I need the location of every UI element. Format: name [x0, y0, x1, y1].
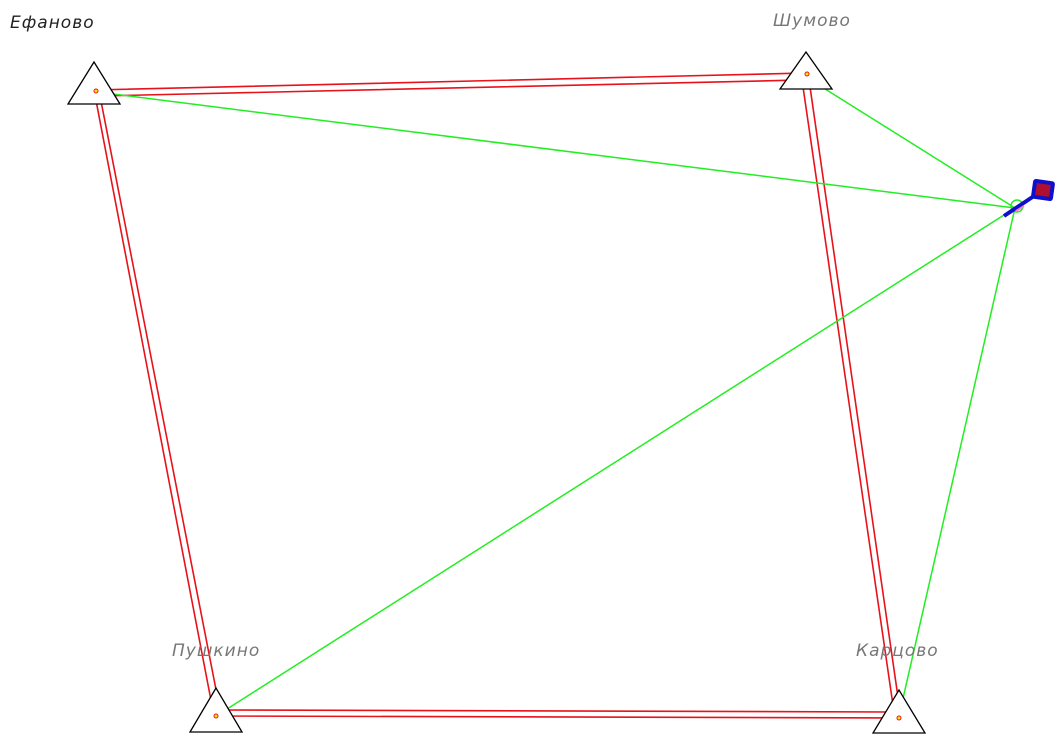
sight-lines	[96, 76, 1024, 717]
station-labels: Ефаново Шумово Пушкино Карцово	[10, 11, 939, 661]
instrument-handle-accent	[1015, 205, 1025, 212]
sight-line-efanovo	[96, 91, 1016, 209]
station-label-efanovo: Ефаново	[10, 13, 95, 33]
station-point	[896, 715, 902, 721]
traverse-inner-line	[99, 79, 895, 713]
sight-line-pushkino	[215, 207, 1016, 717]
traverse	[93, 72, 902, 719]
traverse-outer-line	[93, 72, 902, 719]
station-points	[93, 71, 902, 721]
sight-line-kartsovo	[898, 207, 1016, 717]
sight-line-shumovo	[805, 76, 1016, 209]
triangle-marker-icon	[188, 686, 244, 733]
station-point	[804, 71, 810, 77]
station-label-kartsovo: Карцово	[856, 641, 939, 661]
station-markers	[66, 50, 927, 734]
triangle-marker-icon	[778, 50, 834, 90]
station-label-shumovo: Шумово	[773, 11, 851, 31]
triangle-marker-icon	[66, 60, 122, 105]
instrument-screen	[1035, 183, 1051, 197]
instrument-handle	[1002, 194, 1036, 218]
triangle-marker-icon	[871, 688, 927, 734]
station-point	[213, 713, 219, 719]
total-station-icon	[1002, 178, 1055, 218]
station-point	[93, 88, 99, 94]
station-label-pushkino: Пушкино	[172, 641, 260, 661]
